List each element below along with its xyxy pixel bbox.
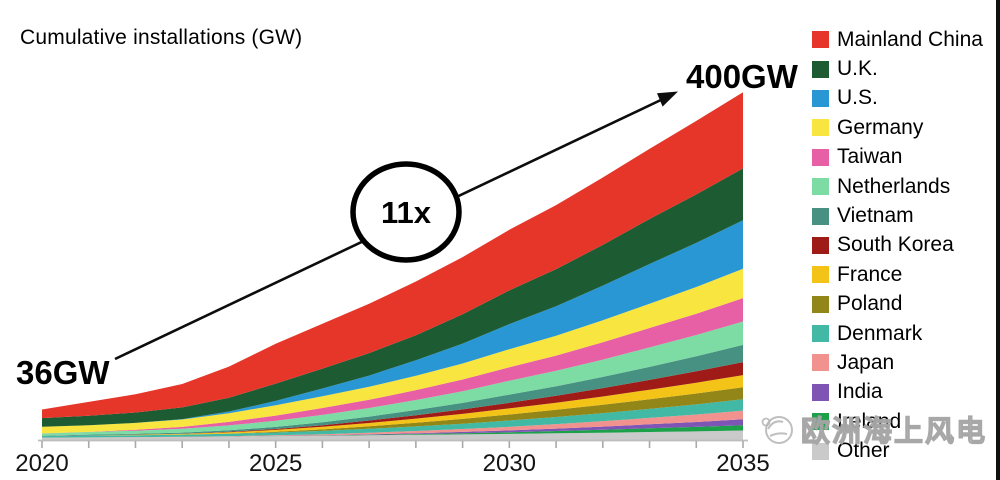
x-tick-label-2030: 2030 (483, 450, 536, 477)
legend-item-us: U.S. (812, 84, 983, 113)
area-france (42, 375, 743, 437)
legend-item-france: France (812, 260, 983, 289)
legend-swatch-icon (812, 325, 829, 343)
legend-item-other: Other (812, 436, 983, 465)
legend: Mainland China U.K. U.S. Germany Taiwan … (812, 25, 983, 466)
area-other (42, 430, 743, 440)
area-netherlands (42, 321, 743, 436)
area-india (42, 419, 743, 438)
legend-swatch-icon (812, 266, 829, 284)
legend-swatch-icon (812, 354, 829, 372)
legend-swatch-icon (812, 148, 829, 166)
stacked-areas (42, 92, 743, 440)
chart-title: Cumulative installations (GW) (20, 26, 303, 49)
x-tick-label-2025: 2025 (249, 450, 302, 477)
legend-item-japan: Japan (812, 348, 983, 377)
legend-item-mainland-china: Mainland China (812, 25, 983, 54)
legend-item-netherlands: Netherlands (812, 172, 983, 201)
legend-swatch-icon (812, 236, 829, 254)
legend-item-ireland: Ireland (812, 407, 983, 436)
legend-swatch-icon (812, 119, 829, 137)
legend-item-india: India (812, 378, 983, 407)
legend-swatch-icon (812, 31, 829, 49)
legend-item-germany: Germany (812, 113, 983, 142)
area-japan (42, 410, 743, 438)
legend-swatch-icon (812, 178, 829, 196)
area-vietnam (42, 344, 743, 436)
legend-swatch-icon (812, 442, 829, 460)
area-poland (42, 387, 743, 437)
legend-swatch-icon (812, 207, 829, 225)
legend-swatch-icon (812, 60, 829, 78)
legend-swatch-icon (812, 295, 829, 313)
growth-arrow-head-icon (657, 91, 678, 107)
legend-item-denmark: Denmark (812, 319, 983, 348)
legend-swatch-icon (812, 413, 829, 431)
legend-item-south-korea: South Korea (812, 231, 983, 260)
legend-swatch-icon (812, 383, 829, 401)
area-denmark (42, 399, 743, 438)
legend-item-poland: Poland (812, 290, 983, 319)
legend-item-taiwan: Taiwan (812, 143, 983, 172)
x-tick-label-2035: 2035 (716, 450, 769, 477)
x-axis: 2020 2025 2030 2035 (15, 441, 770, 477)
legend-item-vietnam: Vietnam (812, 201, 983, 230)
legend-swatch-icon (812, 89, 829, 107)
multiplier-circle (350, 161, 462, 263)
area-ireland (42, 425, 743, 438)
end-value-label: 400GW (686, 58, 799, 95)
x-tick-label-2020: 2020 (15, 450, 68, 477)
start-value-label: 36GW (16, 354, 110, 391)
legend-item-uk: U.K. (812, 54, 983, 83)
multiplier-label: 11x (381, 195, 432, 230)
